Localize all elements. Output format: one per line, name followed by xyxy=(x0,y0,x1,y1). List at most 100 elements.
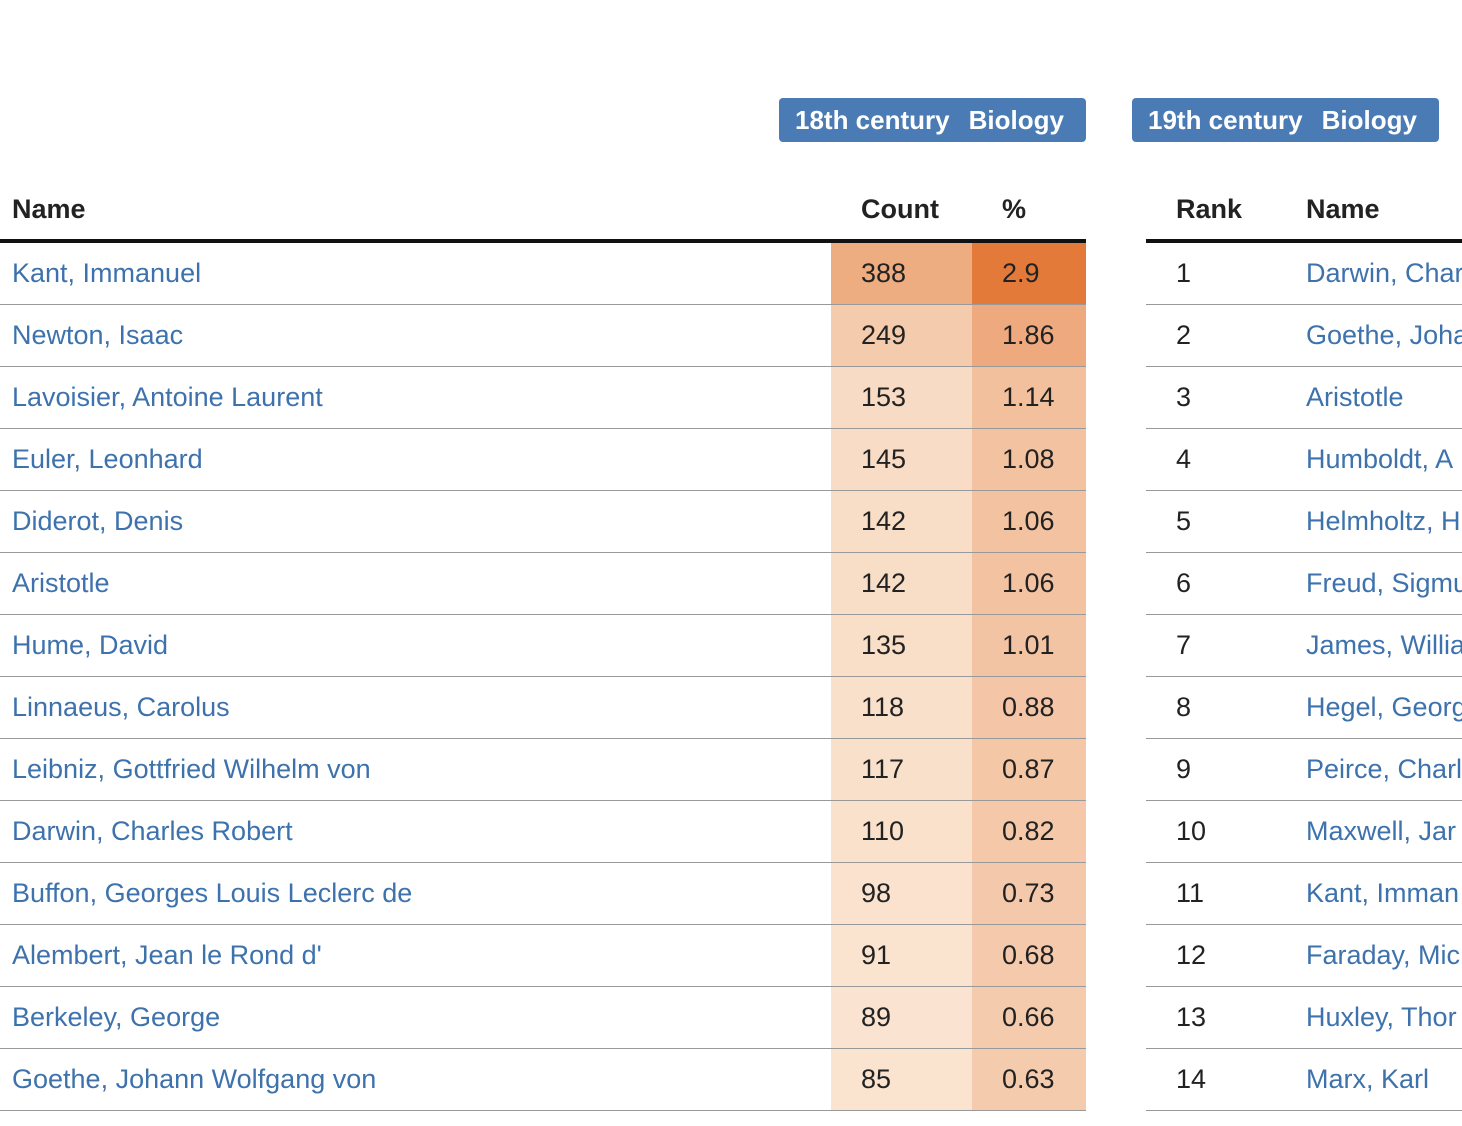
table-row: 13 Huxley, Thor xyxy=(1146,986,1462,1049)
name-cell: Helmholtz, H xyxy=(1276,490,1462,553)
column-header-name[interactable]: Name xyxy=(0,180,831,243)
column-header-rank[interactable]: Rank xyxy=(1146,180,1276,243)
rank-cell: 8 xyxy=(1146,676,1276,739)
person-link[interactable]: Buffon, Georges Louis Leclerc de xyxy=(12,878,413,908)
rank-cell: 9 xyxy=(1146,738,1276,801)
name-cell: Huxley, Thor xyxy=(1276,986,1462,1049)
person-link[interactable]: Humboldt, A xyxy=(1306,444,1454,474)
filter-badge-19th-century-biology[interactable]: 19th century Biology xyxy=(1132,98,1439,142)
person-link[interactable]: Darwin, Charles Robert xyxy=(12,816,293,846)
percent-cell: 1.06 xyxy=(972,490,1086,553)
name-cell: Diderot, Denis xyxy=(0,490,831,553)
rank-cell: 4 xyxy=(1146,428,1276,491)
person-link[interactable]: Lavoisier, Antoine Laurent xyxy=(12,382,323,412)
column-header-percent[interactable]: % xyxy=(972,180,1086,243)
rank-cell: 7 xyxy=(1146,614,1276,677)
rank-cell: 1 xyxy=(1146,241,1276,305)
person-link[interactable]: Faraday, Mic xyxy=(1306,940,1461,970)
table-row: 4 Humboldt, A xyxy=(1146,428,1462,491)
percent-cell: 0.87 xyxy=(972,738,1086,801)
name-cell: James, Willia xyxy=(1276,614,1462,677)
percent-cell: 1.08 xyxy=(972,428,1086,491)
table-row: Aristotle 142 1.06 xyxy=(0,552,1086,615)
rank-cell: 3 xyxy=(1146,366,1276,429)
percent-cell: 1.86 xyxy=(972,304,1086,367)
table-header-row: Name Count % xyxy=(0,180,1086,243)
count-cell: 153 xyxy=(831,366,972,429)
name-cell: Hume, David xyxy=(0,614,831,677)
name-cell: Marx, Karl xyxy=(1276,1048,1462,1111)
name-cell: Hegel, Georg xyxy=(1276,676,1462,739)
person-link[interactable]: Huxley, Thor xyxy=(1306,1002,1457,1032)
name-cell: Kant, Immanuel xyxy=(0,241,831,305)
person-link[interactable]: Hegel, Georg xyxy=(1306,692,1462,722)
rank-cell: 5 xyxy=(1146,490,1276,553)
table-row: Euler, Leonhard 145 1.08 xyxy=(0,428,1086,491)
person-link[interactable]: Peirce, Charl xyxy=(1306,754,1462,784)
person-link[interactable]: Goethe, Johann Wolfgang von xyxy=(12,1064,377,1094)
table-row: Newton, Isaac 249 1.86 xyxy=(0,304,1086,367)
name-cell: Leibniz, Gottfried Wilhelm von xyxy=(0,738,831,801)
name-cell: Euler, Leonhard xyxy=(0,428,831,491)
person-link[interactable]: Kant, Immanuel xyxy=(12,258,202,288)
table-row: Darwin, Charles Robert 110 0.82 xyxy=(0,800,1086,863)
person-link[interactable]: Euler, Leonhard xyxy=(12,444,203,474)
person-link[interactable]: Diderot, Denis xyxy=(12,506,184,536)
percent-cell: 0.68 xyxy=(972,924,1086,987)
percent-cell: 1.14 xyxy=(972,366,1086,429)
percent-cell: 1.01 xyxy=(972,614,1086,677)
name-cell: Kant, Imman xyxy=(1276,862,1462,925)
table-row: 12 Faraday, Mic xyxy=(1146,924,1462,987)
count-cell: 142 xyxy=(831,490,972,553)
person-link[interactable]: Leibniz, Gottfried Wilhelm von xyxy=(12,754,371,784)
table-18th-century-biology: Name Count % Kant, Immanuel 388 2.9 Newton,… xyxy=(0,180,1086,1111)
name-cell: Lavoisier, Antoine Laurent xyxy=(0,366,831,429)
person-link[interactable]: Newton, Isaac xyxy=(12,320,184,350)
rank-cell: 13 xyxy=(1146,986,1276,1049)
count-cell: 142 xyxy=(831,552,972,615)
table-row: 6 Freud, Sigmu xyxy=(1146,552,1462,615)
person-link[interactable]: Hume, David xyxy=(12,630,169,660)
rank-cell: 11 xyxy=(1146,862,1276,925)
table-row: 1 Darwin, Char xyxy=(1146,241,1462,305)
column-header-name[interactable]: Name xyxy=(1276,180,1462,243)
percent-cell: 0.63 xyxy=(972,1048,1086,1111)
table-19th-century-biology: Rank Name 1 Darwin, Char 2 Goethe, Joha 3 Ari… xyxy=(1146,180,1462,1111)
rank-cell: 10 xyxy=(1146,800,1276,863)
name-cell: Newton, Isaac xyxy=(0,304,831,367)
person-link[interactable]: James, Willia xyxy=(1306,630,1462,660)
count-cell: 110 xyxy=(831,800,972,863)
badge-field-label: Biology xyxy=(1321,105,1417,135)
person-link[interactable]: Aristotle xyxy=(1306,382,1404,412)
name-cell: Faraday, Mic xyxy=(1276,924,1462,987)
person-link[interactable]: Marx, Karl xyxy=(1306,1064,1430,1094)
percent-cell: 1.06 xyxy=(972,552,1086,615)
person-link[interactable]: Darwin, Char xyxy=(1306,258,1462,288)
table-row: Lavoisier, Antoine Laurent 153 1.14 xyxy=(0,366,1086,429)
person-link[interactable]: Aristotle xyxy=(12,568,110,598)
person-link[interactable]: Berkeley, George xyxy=(12,1002,221,1032)
person-link[interactable]: Maxwell, Jar xyxy=(1306,816,1457,846)
count-cell: 118 xyxy=(831,676,972,739)
table-header-row: Rank Name xyxy=(1146,180,1462,243)
percent-cell: 0.88 xyxy=(972,676,1086,739)
count-cell: 249 xyxy=(831,304,972,367)
person-link[interactable]: Linnaeus, Carolus xyxy=(12,692,230,722)
person-link[interactable]: Freud, Sigmu xyxy=(1306,568,1462,598)
person-link[interactable]: Goethe, Joha xyxy=(1306,320,1462,350)
filter-badge-18th-century-biology[interactable]: 18th century Biology xyxy=(779,98,1086,142)
count-cell: 388 xyxy=(831,241,972,305)
percent-cell: 2.9 xyxy=(972,241,1086,305)
column-header-count[interactable]: Count xyxy=(831,180,972,243)
name-cell: Buffon, Georges Louis Leclerc de xyxy=(0,862,831,925)
rank-cell: 14 xyxy=(1146,1048,1276,1111)
table-row: Alembert, Jean le Rond d' 91 0.68 xyxy=(0,924,1086,987)
person-link[interactable]: Alembert, Jean le Rond d' xyxy=(12,940,322,970)
table-row: 10 Maxwell, Jar xyxy=(1146,800,1462,863)
name-cell: Aristotle xyxy=(1276,366,1462,429)
person-link[interactable]: Helmholtz, H xyxy=(1306,506,1461,536)
person-link[interactable]: Kant, Imman xyxy=(1306,878,1460,908)
badge-field-label: Biology xyxy=(968,105,1064,135)
name-cell: Alembert, Jean le Rond d' xyxy=(0,924,831,987)
